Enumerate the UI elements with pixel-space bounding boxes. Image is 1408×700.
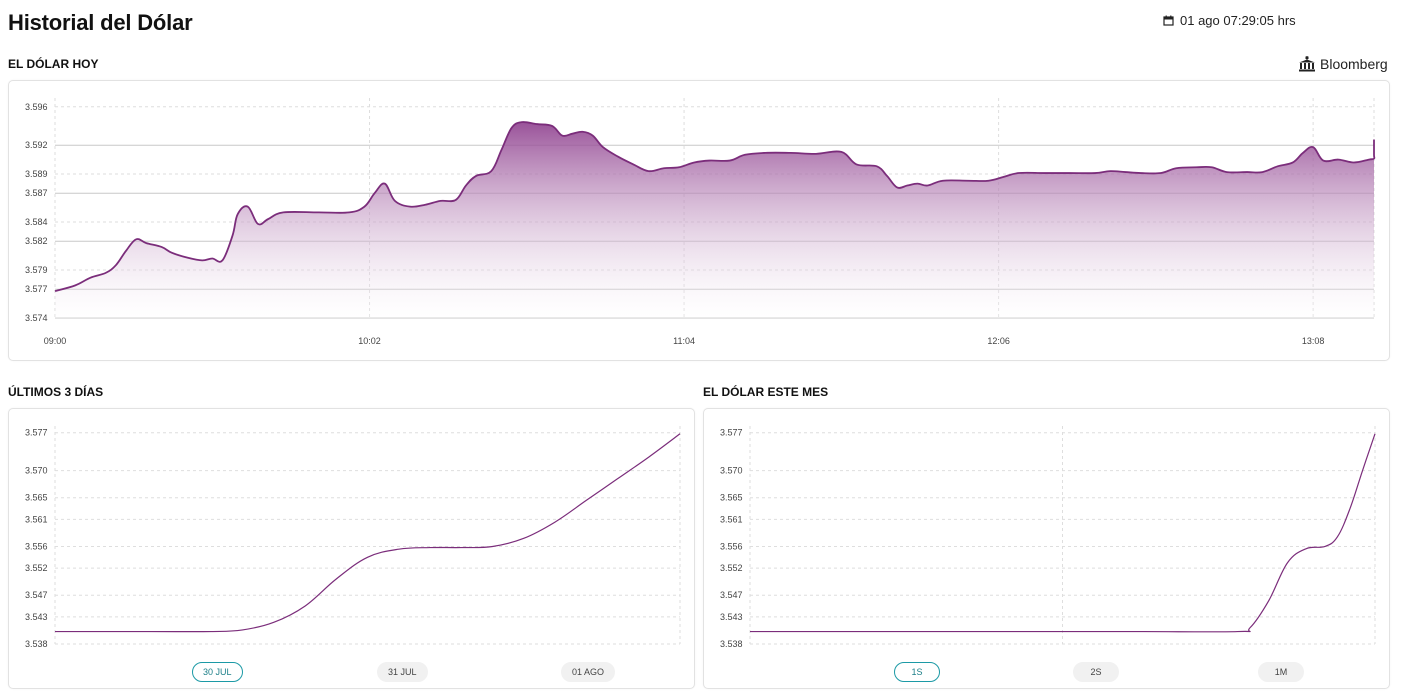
y-tick-label: 3.552 (720, 563, 743, 573)
y-tick-label: 3.582 (25, 236, 48, 246)
y-tick-label: 3.587 (25, 188, 48, 198)
y-tick-label: 3.556 (25, 541, 48, 551)
range-button-30-jul[interactable]: 30 JUL (192, 662, 243, 682)
y-tick-label: 3.577 (25, 284, 48, 294)
calendar-icon (1163, 15, 1174, 26)
y-tick-label: 3.547 (720, 590, 743, 600)
x-tick-label: 12:06 (987, 336, 1010, 346)
y-tick-label: 3.579 (25, 265, 48, 275)
y-tick-label: 3.561 (720, 514, 743, 524)
y-tick-label: 3.552 (25, 563, 48, 573)
y-tick-label: 3.561 (25, 514, 48, 524)
chart-card-three-days: 3.577 3.570 3.565 3.561 3.556 3.552 3.547 3.543… (8, 408, 695, 689)
x-tick-label: 09:00 (44, 336, 67, 346)
y-tick-label: 3.556 (720, 541, 743, 551)
source-attribution: Bloomberg (1298, 56, 1388, 72)
page-title: Historial del Dólar (8, 10, 193, 35)
chart-card-today: 3.596 3.592 3.589 3.587 3.584 3.582 3.579 3.577… (8, 80, 1390, 361)
y-tick-label: 3.584 (25, 217, 48, 227)
timestamp-text: 01 ago 07:29:05 hrs (1180, 13, 1296, 28)
y-tick-label: 3.570 (720, 466, 743, 476)
range-button-1s[interactable]: 1S (894, 662, 940, 682)
y-tick-label: 3.589 (25, 169, 48, 179)
range-button-2s[interactable]: 2S (1073, 662, 1119, 682)
y-tick-label: 3.547 (25, 590, 48, 600)
y-tick-label: 3.574 (25, 313, 48, 323)
series-line (55, 433, 681, 633)
y-tick-label: 3.577 (25, 428, 48, 438)
x-tick-label: 10:02 (358, 336, 381, 346)
y-tick-label: 3.570 (25, 466, 48, 476)
x-tick-label: 11:04 (673, 336, 695, 346)
y-tick-label: 3.565 (25, 493, 48, 503)
chart-card-month: 3.577 3.570 3.565 3.561 3.556 3.552 3.547 3.543… (703, 408, 1390, 689)
timestamp: 01 ago 07:29:05 hrs (1163, 13, 1296, 28)
y-tick-label: 3.596 (25, 102, 48, 112)
bank-building-icon (1299, 56, 1315, 72)
series-line (54, 121, 1376, 292)
y-tick-label: 3.543 (25, 612, 48, 622)
y-tick-label: 3.538 (720, 639, 743, 649)
chart-three-days[interactable]: 3.577 3.570 3.565 3.561 3.556 3.552 3.547 3.543… (9, 409, 696, 690)
y-tick-label: 3.592 (25, 140, 48, 150)
range-button-01-ago[interactable]: 01 AGO (561, 662, 616, 682)
section-title-today: EL DÓLAR HOY (8, 57, 99, 71)
section-title-month: EL DÓLAR ESTE MES (703, 385, 829, 399)
range-button-1m[interactable]: 1M (1258, 662, 1304, 682)
x-tick-label: 13:08 (1302, 336, 1325, 346)
source-name: Bloomberg (1320, 56, 1388, 72)
y-tick-label: 3.543 (720, 612, 743, 622)
area-fill (55, 122, 1375, 318)
range-button-31-jul[interactable]: 31 JUL (377, 662, 428, 682)
section-title-three-days: ÚLTIMOS 3 DÍAS (8, 385, 104, 399)
series-line (750, 433, 1376, 633)
y-tick-label: 3.565 (720, 493, 743, 503)
y-tick-label: 3.577 (720, 428, 743, 438)
y-tick-label: 3.538 (25, 639, 48, 649)
chart-today[interactable]: 3.596 3.592 3.589 3.587 3.584 3.582 3.579 3.577… (9, 81, 1391, 362)
chart-month[interactable]: 3.577 3.570 3.565 3.561 3.556 3.552 3.547 3.543… (704, 409, 1391, 690)
